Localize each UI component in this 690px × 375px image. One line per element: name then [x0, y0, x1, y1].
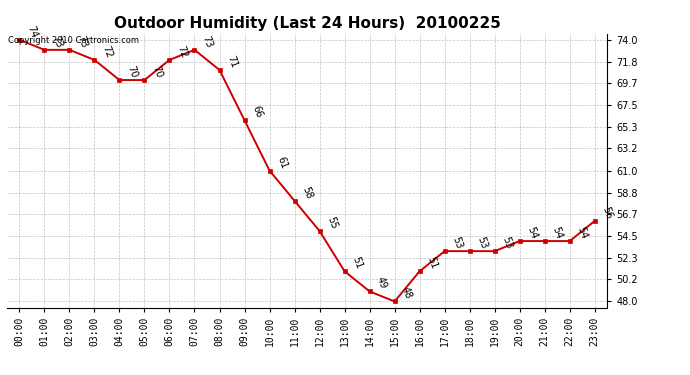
Text: 54: 54	[575, 225, 589, 240]
Text: 61: 61	[275, 155, 288, 170]
Text: 72: 72	[175, 44, 188, 59]
Text: 56: 56	[600, 205, 614, 220]
Text: 55: 55	[325, 215, 339, 230]
Text: 53: 53	[500, 236, 514, 250]
Text: 73: 73	[75, 34, 88, 49]
Text: 49: 49	[375, 276, 388, 291]
Text: 73: 73	[50, 34, 63, 49]
Text: 70: 70	[125, 64, 139, 79]
Text: Copyright 2010 Cartronics.com: Copyright 2010 Cartronics.com	[8, 36, 139, 45]
Text: 72: 72	[100, 44, 114, 59]
Text: 54: 54	[525, 225, 539, 240]
Text: 74: 74	[25, 24, 39, 39]
Text: 73: 73	[200, 34, 214, 49]
Text: 53: 53	[475, 236, 489, 250]
Text: 70: 70	[150, 64, 164, 79]
Text: 48: 48	[400, 286, 414, 301]
Text: 66: 66	[250, 105, 264, 120]
Text: 54: 54	[550, 225, 564, 240]
Text: 51: 51	[425, 255, 439, 270]
Text: 53: 53	[450, 236, 464, 250]
Text: 71: 71	[225, 54, 239, 69]
Title: Outdoor Humidity (Last 24 Hours)  20100225: Outdoor Humidity (Last 24 Hours) 2010022…	[114, 16, 500, 31]
Text: 58: 58	[300, 185, 314, 200]
Text: 51: 51	[350, 255, 364, 270]
